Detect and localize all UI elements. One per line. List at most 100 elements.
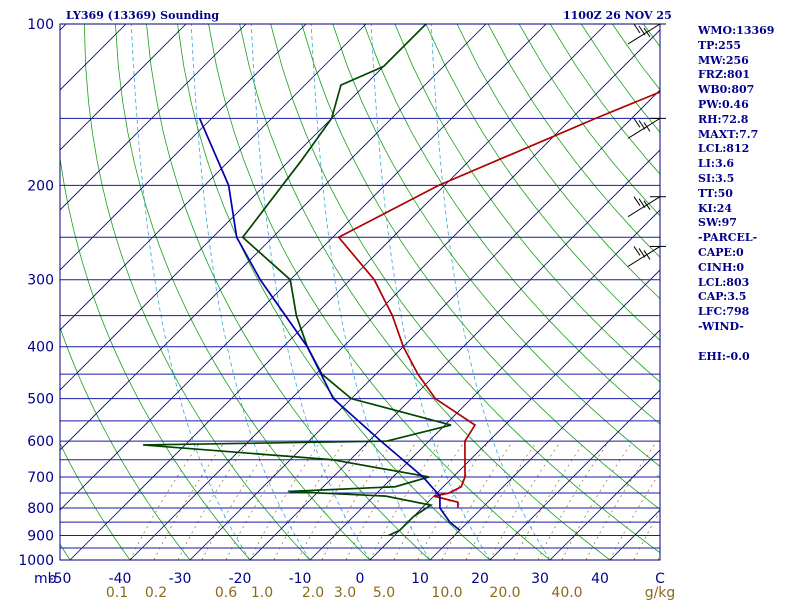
y-tick-label: 1000: [18, 553, 54, 569]
stat-item: PW:0.46: [698, 97, 749, 111]
mixing-ratio-line: [465, 440, 538, 560]
stat-item: MW:256: [698, 53, 749, 67]
stat-item: TT:50: [698, 186, 733, 200]
mixing-ratio-line: [682, 441, 753, 560]
stat-item: LFC:798: [698, 305, 750, 319]
y-tick-label: 100: [27, 17, 54, 33]
mixing-ratio-label: 0.6: [215, 585, 237, 600]
wind-barb: [627, 23, 666, 45]
isotherm: [60, 24, 427, 391]
plot-area: [0, 24, 753, 560]
isotherm: [369, 269, 660, 560]
mixing-ratio-line: [537, 440, 610, 560]
isotherm: [60, 24, 547, 511]
mixing-ratio-line: [249, 440, 322, 560]
isotherm: [60, 24, 187, 151]
mixing-ratio-label: 5.0: [373, 585, 395, 600]
plot-background: [60, 24, 660, 560]
y-tick-label: 600: [27, 434, 54, 450]
stat-item: LCL:803: [698, 275, 750, 289]
y-tick-label: 700: [27, 470, 54, 486]
stat-item: KI:24: [698, 201, 733, 215]
x-tick-label: 40: [591, 571, 609, 587]
stat-item: CAPE:0: [698, 245, 744, 259]
stat-item: CAP:3.5: [698, 290, 747, 304]
mixing-ratio-line: [417, 440, 490, 560]
isotherm: [549, 449, 660, 560]
wind-barb: [627, 245, 666, 267]
x-tick-label: -50: [49, 571, 72, 587]
mixing-ratio-label: g/kg: [645, 585, 676, 600]
x-tick-label: -20: [229, 571, 252, 587]
isotherm: [129, 29, 660, 560]
y-tick-label: 900: [27, 528, 54, 544]
mixing-ratio-line: [177, 440, 250, 560]
mixing-ratio-line: [513, 440, 586, 560]
isotherm: [60, 24, 487, 451]
mixing-ratio-line: [297, 440, 370, 560]
mixing-ratio-line: [393, 440, 466, 560]
stat-item: TP:255: [698, 38, 742, 52]
temperature-line: [337, 91, 660, 509]
mixing-ratio-line: [489, 440, 562, 560]
mixing-ratio-line: [129, 440, 202, 560]
mixing-ratio-label: 3.0: [334, 585, 356, 600]
dry-adiabat: [0, 24, 10, 560]
mixing-ratio-label: 20.0: [489, 585, 520, 600]
x-tick-label: -10: [289, 571, 312, 587]
wind-barb: [627, 117, 666, 139]
stat-item: EHI:-0.0: [698, 349, 750, 363]
isotherm: [309, 209, 660, 560]
x-tick-label: 0: [356, 571, 365, 587]
x-tick-label: -40: [109, 571, 132, 587]
stat-item: LI:3.6: [698, 157, 735, 171]
mixing-ratio-line: [201, 440, 274, 560]
y-tick-label: 400: [27, 340, 54, 356]
y-tick-label: 800: [27, 501, 54, 517]
mixing-ratio-line: [585, 440, 658, 560]
mixing-ratio-line: [441, 440, 514, 560]
isotherm: [189, 89, 660, 560]
mixing-ratio-line: [225, 440, 298, 560]
mixing-ratio-line: [273, 440, 346, 560]
isotherm: [60, 24, 247, 211]
wind-barb: [627, 196, 666, 218]
stat-item: -WIND-: [698, 319, 744, 333]
isotherm: [60, 24, 367, 331]
parcel-line: [198, 118, 461, 531]
time-title: 1100Z 26 NOV 25: [563, 9, 672, 22]
stat-item: [698, 335, 774, 350]
mixing-ratio-label: 0.1: [106, 585, 128, 600]
stat-item: LCL:812: [698, 142, 750, 156]
mixing-ratio-label: 0.2: [145, 585, 167, 600]
isotherm: [60, 24, 307, 271]
y-tick-label: 200: [27, 178, 54, 194]
mixing-ratio-line: [153, 440, 226, 560]
stat-item: FRZ:801: [698, 68, 751, 82]
x-tick-label: 10: [411, 571, 429, 587]
plot-border: [59, 23, 661, 561]
mixing-ratio-label: 40.0: [551, 585, 582, 600]
stat-item: MAXT:7.7: [698, 127, 759, 141]
mixing-ratio-line: [657, 555, 660, 560]
x-tick-label: 20: [471, 571, 489, 587]
station-title: LY369 (13369) Sounding: [66, 9, 220, 22]
isotherm: [489, 389, 660, 560]
mixing-ratio-label: 2.0: [302, 585, 324, 600]
mixing-ratio-line: [561, 440, 634, 560]
isotherm: [249, 149, 660, 560]
stat-item: CINH:0: [698, 260, 745, 274]
y-tick-label: 300: [27, 273, 54, 289]
stat-item: -PARCEL-: [698, 231, 758, 245]
x-tick-label: C: [655, 571, 665, 587]
stat-item: WB0:807: [698, 83, 755, 97]
mixing-ratio-line: [369, 440, 442, 560]
isotherm: [429, 329, 660, 560]
x-tick-label: 30: [531, 571, 549, 587]
stat-item: RH:72.8: [698, 112, 749, 126]
stat-item: SI:3.5: [698, 171, 735, 185]
mixing-ratio-line: [321, 440, 394, 560]
dewpoint-line: [142, 24, 452, 537]
